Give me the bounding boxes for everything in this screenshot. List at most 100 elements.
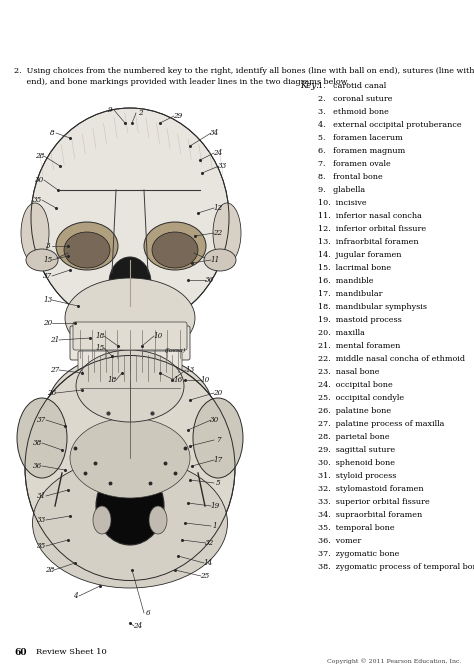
Text: 7.   foramen ovale: 7. foramen ovale <box>318 160 391 168</box>
Ellipse shape <box>213 203 241 263</box>
Ellipse shape <box>152 232 198 268</box>
Ellipse shape <box>56 222 118 270</box>
Ellipse shape <box>149 506 167 534</box>
Text: 5.   foramen lacerum: 5. foramen lacerum <box>318 134 403 142</box>
Text: 21.  mental foramen: 21. mental foramen <box>318 342 401 350</box>
Text: 5: 5 <box>216 479 220 487</box>
Text: 35: 35 <box>37 542 46 550</box>
Text: 15.  lacrimal bone: 15. lacrimal bone <box>318 264 391 272</box>
Text: 60: 60 <box>14 648 27 657</box>
Text: 1: 1 <box>213 522 217 530</box>
Text: Review Sheet 10: Review Sheet 10 <box>36 648 107 656</box>
Text: 29.  sagittal suture: 29. sagittal suture <box>318 446 395 454</box>
Text: 17.  mandibular: 17. mandibular <box>318 290 383 298</box>
Text: 25.  occipital condyle: 25. occipital condyle <box>318 394 404 402</box>
Text: 35: 35 <box>33 196 43 204</box>
Ellipse shape <box>144 222 206 270</box>
Text: 2: 2 <box>137 109 142 117</box>
Ellipse shape <box>33 458 228 588</box>
Text: 36.  vomer: 36. vomer <box>318 537 361 545</box>
Text: 34: 34 <box>210 129 219 137</box>
Ellipse shape <box>26 249 58 271</box>
Text: 33: 33 <box>219 162 228 170</box>
Text: 14.  jugular foramen: 14. jugular foramen <box>318 251 401 259</box>
Text: 30: 30 <box>36 176 45 184</box>
Text: 14: 14 <box>203 559 213 567</box>
Text: 34.  supraorbital foramen: 34. supraorbital foramen <box>318 511 422 519</box>
Text: 28.  parietal bone: 28. parietal bone <box>318 433 390 441</box>
Text: 16: 16 <box>173 376 182 384</box>
Text: 2.  Using choices from the numbered key to the right, identify all bones (line w: 2. Using choices from the numbered key t… <box>14 67 474 75</box>
Text: 23.  nasal bone: 23. nasal bone <box>318 368 380 376</box>
Ellipse shape <box>204 249 236 271</box>
Text: 3.   ethmoid bone: 3. ethmoid bone <box>318 108 389 116</box>
Text: 21: 21 <box>50 336 60 344</box>
Text: 16.  mandible: 16. mandible <box>318 277 374 285</box>
Ellipse shape <box>90 440 170 476</box>
Text: 29: 29 <box>173 112 182 120</box>
Text: 31: 31 <box>37 492 46 500</box>
Text: 25: 25 <box>201 572 210 580</box>
Text: 28: 28 <box>46 566 55 574</box>
Ellipse shape <box>64 232 110 268</box>
Text: Copyright © 2011 Pearson Education, Inc.: Copyright © 2011 Pearson Education, Inc. <box>328 658 462 664</box>
Text: 10: 10 <box>201 376 210 384</box>
Text: 15: 15 <box>44 256 53 264</box>
Text: 12: 12 <box>213 204 223 212</box>
Text: 24.  occipital bone: 24. occipital bone <box>318 381 393 389</box>
Text: 35.  temporal bone: 35. temporal bone <box>318 524 395 532</box>
Text: 24: 24 <box>213 149 223 157</box>
Text: 10: 10 <box>154 332 163 340</box>
Text: 4.   external occipital protuberance: 4. external occipital protuberance <box>318 121 462 129</box>
FancyBboxPatch shape <box>70 326 190 360</box>
Text: Key:: Key: <box>300 81 319 90</box>
Text: 38: 38 <box>33 439 43 447</box>
Text: 18: 18 <box>95 332 105 340</box>
Text: 22.  middle nasal concha of ethmoid: 22. middle nasal concha of ethmoid <box>318 355 465 363</box>
Ellipse shape <box>21 203 49 263</box>
Text: 4: 4 <box>73 592 77 600</box>
Text: 37: 37 <box>44 272 53 280</box>
Text: 26: 26 <box>47 389 56 397</box>
Ellipse shape <box>65 278 195 358</box>
Text: 20.  maxilla: 20. maxilla <box>318 329 365 337</box>
Ellipse shape <box>93 506 111 534</box>
Text: 9.   glabella: 9. glabella <box>318 186 365 194</box>
Text: 7: 7 <box>216 436 220 444</box>
Ellipse shape <box>109 257 151 309</box>
Ellipse shape <box>76 350 184 422</box>
Text: 10.  incisive: 10. incisive <box>318 199 366 207</box>
Ellipse shape <box>96 467 164 545</box>
Text: 13.  infraorbital foramen: 13. infraorbital foramen <box>318 238 419 246</box>
Text: 32.  stylomastoid foramen: 32. stylomastoid foramen <box>318 485 424 493</box>
Text: 26.  palatine bone: 26. palatine bone <box>318 407 391 415</box>
Ellipse shape <box>47 353 212 463</box>
Text: 30: 30 <box>210 416 219 424</box>
Text: 13: 13 <box>185 366 195 374</box>
FancyBboxPatch shape <box>73 322 187 350</box>
Text: 8.   frontal bone: 8. frontal bone <box>318 173 383 181</box>
Text: 33: 33 <box>37 516 46 524</box>
Text: 18: 18 <box>108 376 117 384</box>
Text: 6.   foramen magnum: 6. foramen magnum <box>318 147 405 155</box>
Text: 24: 24 <box>133 622 143 630</box>
Ellipse shape <box>17 398 67 478</box>
Text: 37: 37 <box>37 416 46 424</box>
Text: 11: 11 <box>210 256 219 264</box>
Text: 36: 36 <box>33 462 43 470</box>
Text: 8: 8 <box>50 129 55 137</box>
Text: 32: 32 <box>205 539 215 547</box>
Text: 20: 20 <box>213 389 223 397</box>
Text: 27: 27 <box>50 366 60 374</box>
Text: 12.  inferior orbital fissure: 12. inferior orbital fissure <box>318 225 426 233</box>
Text: 19.  mastoid process: 19. mastoid process <box>318 316 402 324</box>
Text: 37.  zygomatic bone: 37. zygomatic bone <box>318 550 400 558</box>
Text: 22: 22 <box>213 229 223 237</box>
Text: 11.  inferior nasal concha: 11. inferior nasal concha <box>318 212 422 220</box>
Text: 38.  zygomatic process of temporal bone: 38. zygomatic process of temporal bone <box>318 563 474 571</box>
Ellipse shape <box>25 356 235 580</box>
Text: 20: 20 <box>44 319 53 327</box>
Text: 30.  sphenoid bone: 30. sphenoid bone <box>318 459 395 467</box>
Text: 28: 28 <box>36 152 45 160</box>
Text: 1.   carotid canal: 1. carotid canal <box>318 82 386 90</box>
